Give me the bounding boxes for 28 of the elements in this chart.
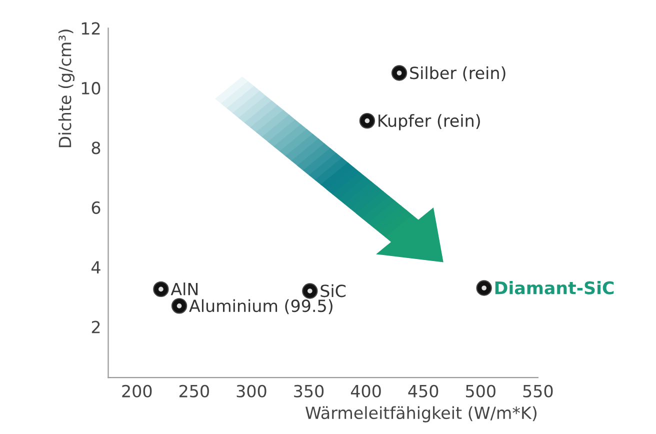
annotation: Diamant-SiC bbox=[495, 280, 614, 294]
y-tick-label: 8 bbox=[92, 142, 100, 154]
x-tick-label: 400 bbox=[350, 384, 381, 398]
x-tick-label: 350 bbox=[294, 384, 324, 398]
annotation: SiC bbox=[320, 284, 346, 298]
y-tick-label: 10 bbox=[82, 82, 100, 94]
annotation: Kupfer (rein) bbox=[378, 114, 480, 130]
annotation: Silber (rein) bbox=[410, 66, 506, 82]
y-axis-title: Dichte (g/cm³) bbox=[58, 30, 75, 148]
y-tick-label: 4 bbox=[92, 261, 100, 274]
point bbox=[153, 281, 169, 298]
x-tick-label: 250 bbox=[179, 384, 209, 398]
x-tick-label: 300 bbox=[236, 384, 266, 398]
point bbox=[359, 112, 376, 129]
y-tick-label: 2 bbox=[92, 320, 100, 334]
annotation: Aluminium (99.5) bbox=[189, 299, 332, 314]
x-tick-label: 550 bbox=[523, 384, 553, 398]
y-tick-label: 12 bbox=[82, 22, 100, 35]
point bbox=[171, 298, 188, 314]
x-tick-label: 500 bbox=[466, 384, 496, 398]
x-tick-label: 200 bbox=[122, 384, 152, 398]
x-tick-label: 450 bbox=[408, 384, 438, 398]
annotation: AlN bbox=[170, 282, 198, 296]
point bbox=[476, 280, 492, 296]
y-tick-label: 6 bbox=[92, 201, 100, 214]
point bbox=[302, 283, 318, 299]
point bbox=[391, 65, 408, 81]
x-axis-title: Wärmeleitfähigkeit (W/m*K) bbox=[306, 406, 536, 422]
